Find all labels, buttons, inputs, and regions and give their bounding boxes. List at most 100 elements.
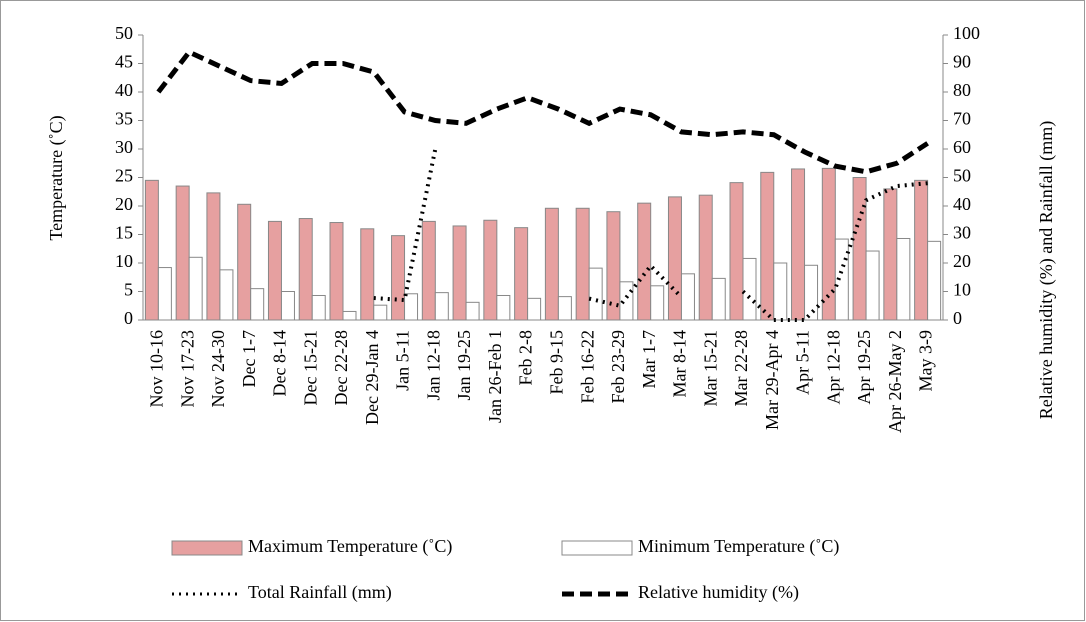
x-tick-label: Mar 29-Apr 4 <box>762 330 782 430</box>
bar <box>250 288 265 321</box>
bar <box>680 273 695 321</box>
bar <box>650 285 665 321</box>
y2-tick-label: 80 <box>953 80 971 100</box>
x-tick-label: Jan 12-18 <box>423 330 443 401</box>
bar <box>865 250 880 321</box>
y-tick-label: 30 <box>115 137 133 157</box>
x-tick-label: Dec 8-14 <box>270 330 290 396</box>
x-tick-label: Apr 5-11 <box>793 330 813 395</box>
x-tick-label: Dec 15-21 <box>300 330 320 405</box>
bar <box>267 220 282 321</box>
y-tick-label: 45 <box>115 52 133 72</box>
x-tick-label: Mar 1-7 <box>639 330 659 388</box>
bar <box>852 177 867 321</box>
bar <box>557 296 572 321</box>
y-tick-label: 50 <box>115 23 133 43</box>
bar <box>804 264 819 321</box>
y2-tick-label: 60 <box>953 137 971 157</box>
x-tick-label: Jan 5-11 <box>393 330 413 391</box>
bar <box>575 207 590 321</box>
y-axis-label: Temperature (˚C) <box>46 115 67 240</box>
legend-label: Total Rainfall (mm) <box>248 582 392 603</box>
bar <box>742 257 757 321</box>
y-tick-label: 40 <box>115 80 133 100</box>
bar <box>773 262 788 321</box>
x-tick-label: Jan 19-25 <box>454 330 474 401</box>
legend-label: Relative humidity (%) <box>638 582 799 603</box>
bar <box>219 269 234 321</box>
y2-axis-label: Relative humidity (%) and Rainfall (mm) <box>1036 121 1057 419</box>
bar <box>606 211 621 321</box>
bar <box>434 292 449 321</box>
bar <box>729 182 744 321</box>
bar <box>927 240 942 321</box>
bar <box>421 220 436 321</box>
legend-swatch <box>561 540 633 556</box>
x-tick-label: Apr 12-18 <box>823 330 843 405</box>
y-tick-label: 20 <box>115 194 133 214</box>
y2-tick-label: 20 <box>953 251 971 271</box>
x-tick-label: Apr 19-25 <box>854 330 874 405</box>
bar <box>896 237 911 321</box>
line <box>156 48 929 175</box>
bar <box>791 168 806 321</box>
y2-tick-label: 0 <box>953 308 962 328</box>
bar <box>544 207 559 321</box>
x-tick-label: Dec 1-7 <box>239 330 259 387</box>
y-tick-label: 10 <box>115 251 133 271</box>
x-tick-label: Jan 26-Feb 1 <box>485 330 505 423</box>
y-tick-label: 0 <box>124 308 133 328</box>
x-tick-label: Nov 17-23 <box>177 330 197 408</box>
x-tick-label: Mar 15-21 <box>700 330 720 406</box>
bar <box>883 188 898 321</box>
bar <box>588 267 603 321</box>
x-tick-label: Feb 2-8 <box>516 330 536 386</box>
x-tick-label: Mar 8-14 <box>670 330 690 397</box>
y2-tick-label: 90 <box>953 52 971 72</box>
line <box>588 262 683 308</box>
bar <box>237 203 252 321</box>
bar <box>404 293 419 321</box>
y2-tick-label: 10 <box>953 280 971 300</box>
bar <box>711 277 726 321</box>
legend-label: Maximum Temperature (˚C) <box>248 536 452 557</box>
x-tick-label: Feb 23-29 <box>608 330 628 404</box>
bar <box>391 235 406 321</box>
bar <box>298 218 313 321</box>
x-tick-label: Feb 16-22 <box>577 330 597 404</box>
bar <box>465 301 480 321</box>
bar <box>527 297 542 321</box>
y-tick-label: 5 <box>124 280 133 300</box>
bar <box>175 185 190 321</box>
y2-tick-label: 70 <box>953 109 971 129</box>
x-tick-label: Feb 9-15 <box>547 330 567 395</box>
bar <box>157 267 172 321</box>
x-tick-label: Dec 29-Jan 4 <box>362 330 382 425</box>
legend-label: Minimum Temperature (˚C) <box>638 536 839 557</box>
bar <box>373 304 388 321</box>
x-tick-label: Apr 26-May 2 <box>885 330 905 433</box>
bar <box>496 294 511 321</box>
bar <box>667 196 682 321</box>
bar <box>637 202 652 321</box>
x-tick-label: Nov 10-16 <box>147 330 167 408</box>
bar <box>206 192 221 321</box>
x-tick-label: Dec 22-28 <box>331 330 351 405</box>
y-tick-label: 15 <box>115 223 133 243</box>
y2-tick-label: 100 <box>953 23 980 43</box>
y2-tick-label: 40 <box>953 194 971 214</box>
x-tick-label: May 3-9 <box>916 330 936 392</box>
bar <box>360 228 375 321</box>
bar <box>280 291 295 321</box>
legend-swatch <box>171 540 243 556</box>
y2-tick-label: 30 <box>953 223 971 243</box>
bar <box>914 179 929 321</box>
bar <box>619 281 634 321</box>
bar <box>483 219 498 321</box>
y-tick-label: 35 <box>115 109 133 129</box>
bar <box>188 256 203 321</box>
y-tick-label: 25 <box>115 166 133 186</box>
bar <box>760 171 775 321</box>
bar <box>144 179 159 321</box>
